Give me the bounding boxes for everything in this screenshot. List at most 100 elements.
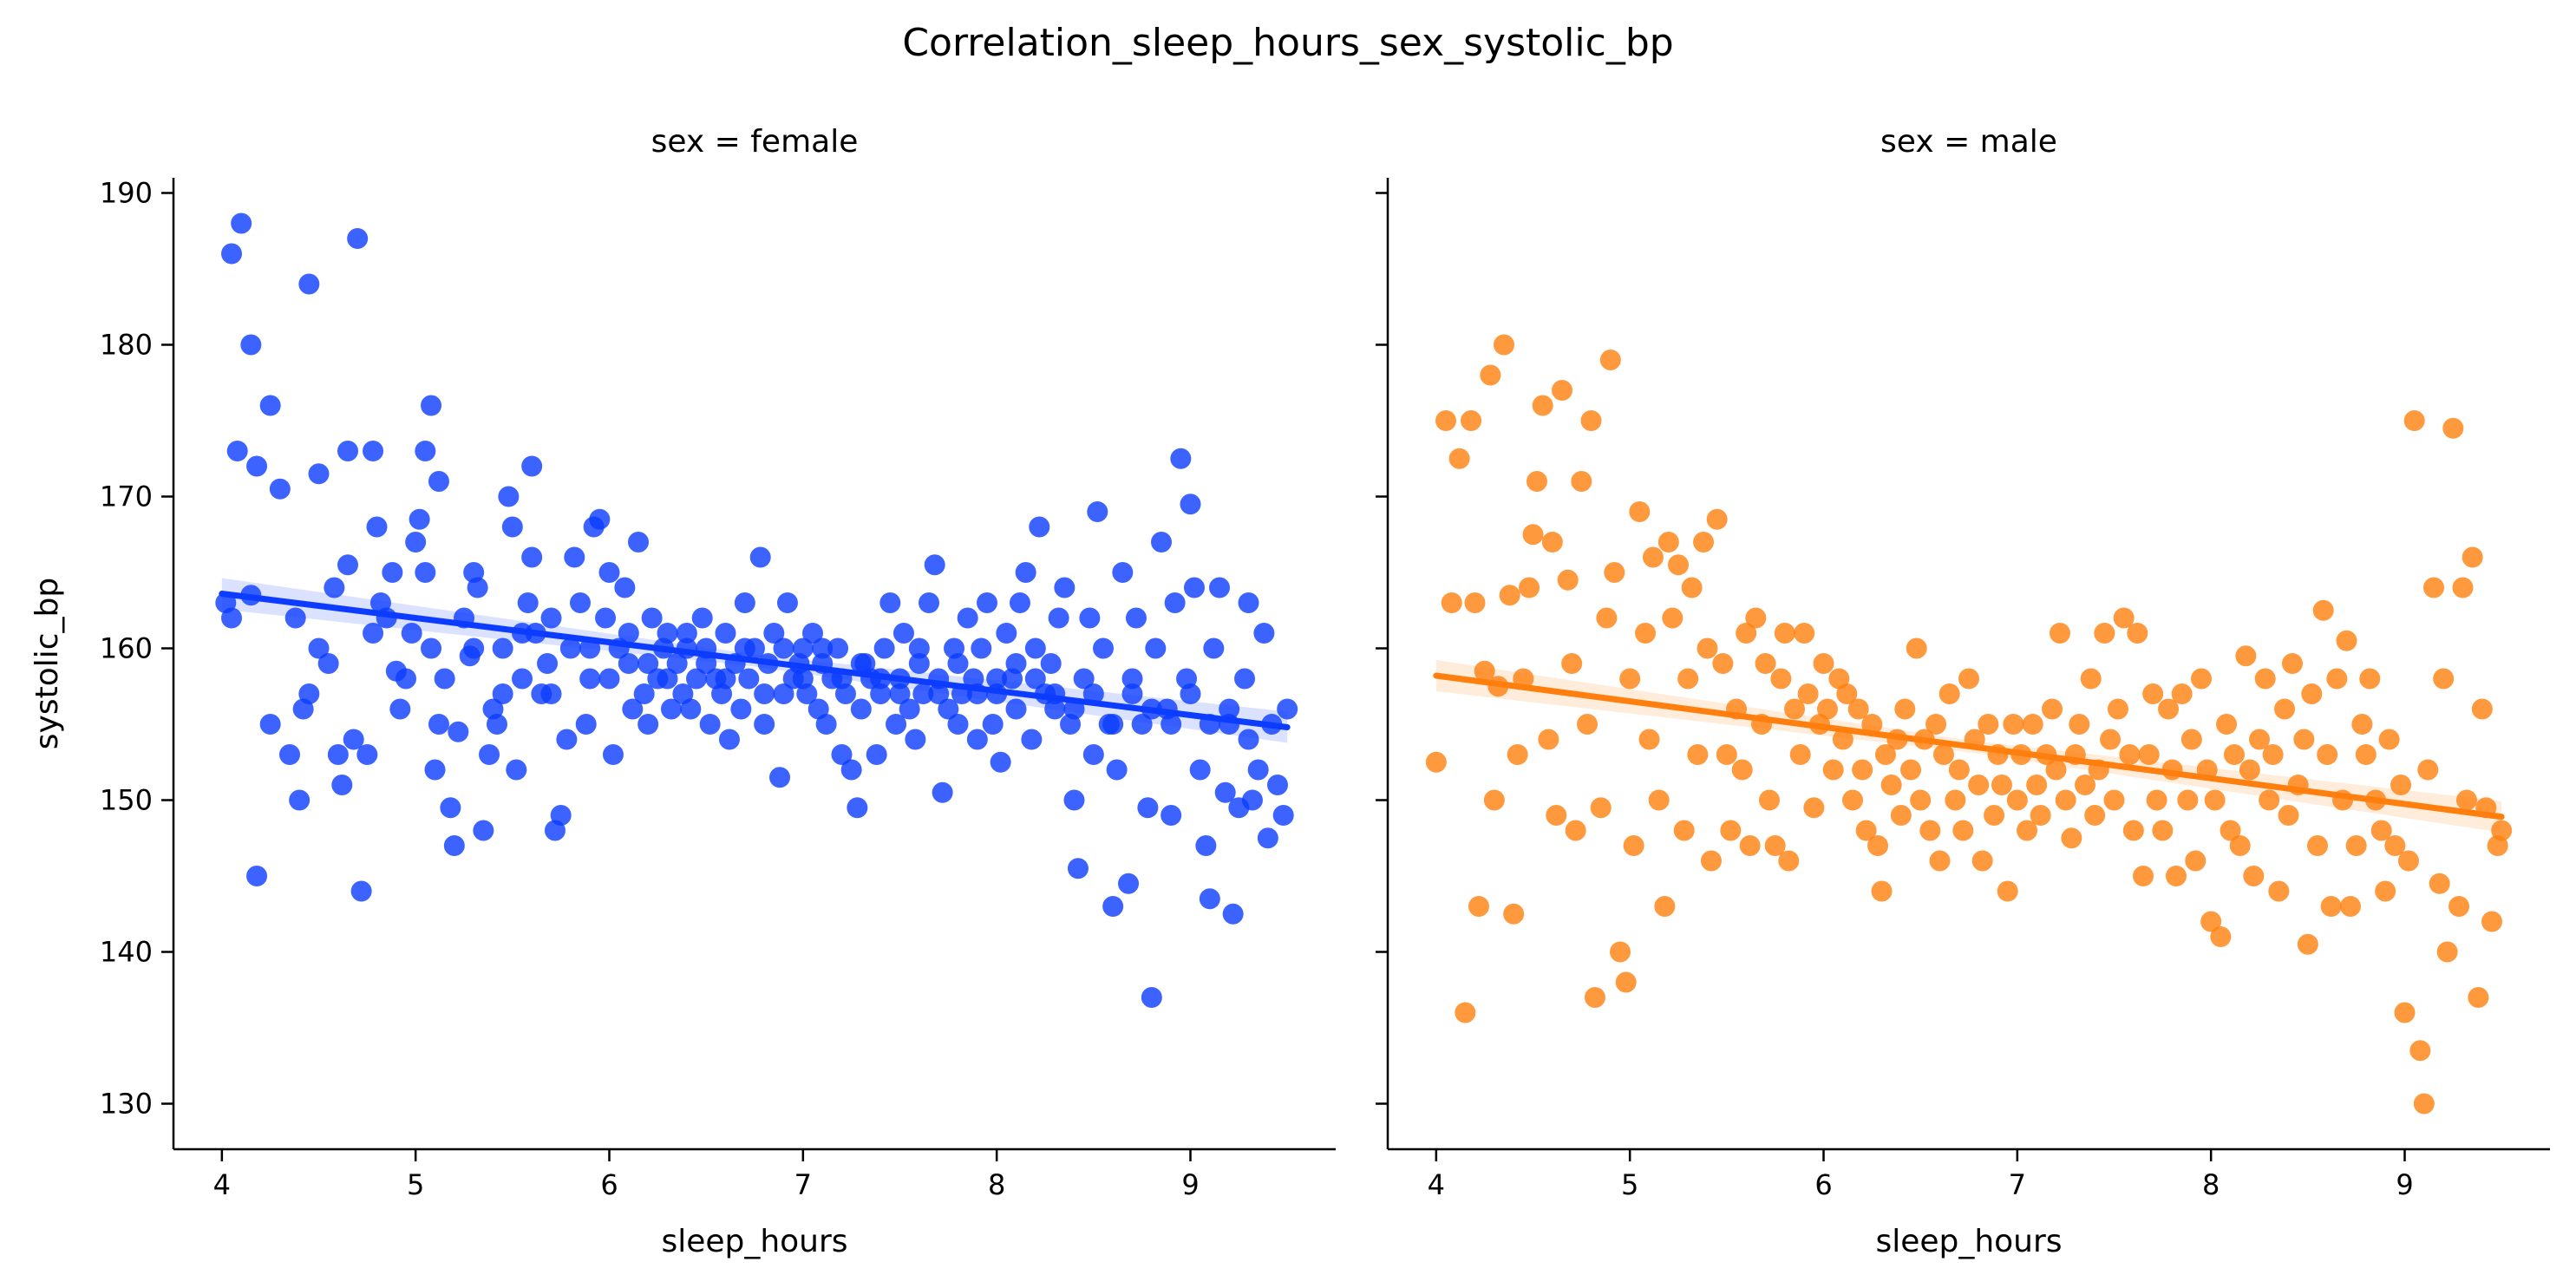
data-point: [1494, 334, 1514, 356]
data-point: [1538, 729, 1559, 750]
data-point: [1195, 835, 1217, 856]
data-point: [246, 866, 268, 886]
data-point: [1971, 850, 1993, 872]
data-point: [1919, 820, 1941, 841]
data-point: [448, 721, 469, 742]
data-point: [773, 683, 794, 704]
data-point: [1657, 532, 1679, 552]
data-point: [1015, 562, 1036, 583]
data-point: [1541, 532, 1563, 552]
data-point: [1180, 683, 1201, 704]
data-point: [2455, 789, 2477, 811]
data-point: [1867, 835, 1889, 856]
data-point: [1214, 781, 1236, 803]
data-point: [1247, 759, 1269, 781]
data-point: [971, 637, 992, 659]
data-point: [1199, 888, 1220, 910]
data-point: [1480, 364, 1501, 386]
data-point: [1648, 789, 1670, 811]
data-point: [1272, 805, 1294, 826]
data-point: [637, 653, 659, 674]
data-point: [337, 554, 358, 576]
data-point: [928, 683, 950, 704]
data-point: [2452, 577, 2474, 598]
data-point: [598, 668, 620, 690]
data-point: [754, 714, 775, 735]
data-point: [1141, 987, 1162, 1008]
data-point: [792, 637, 814, 659]
data-point: [699, 714, 721, 735]
data-point: [327, 744, 349, 765]
data-point: [1474, 660, 1495, 682]
data-point: [738, 668, 760, 690]
data-point: [1082, 744, 1104, 765]
data-point: [908, 637, 930, 659]
data-point: [734, 637, 755, 659]
data-point: [792, 668, 814, 690]
data-point: [1118, 873, 1140, 894]
data-point: [1731, 759, 1753, 781]
data-point: [2017, 820, 2037, 841]
data-point: [2204, 789, 2226, 811]
data-point: [1546, 805, 1567, 826]
data-point: [1681, 577, 1703, 598]
data-point: [284, 607, 306, 629]
data-point: [1102, 896, 1124, 917]
data-point: [1189, 759, 1211, 781]
data-point: [641, 607, 663, 629]
x-tick-label: 6: [1814, 1168, 1832, 1201]
data-point: [676, 623, 697, 644]
data-point: [2122, 820, 2144, 841]
data-point: [331, 775, 353, 795]
data-point: [1234, 668, 1256, 690]
data-point: [2055, 789, 2076, 811]
data-point: [350, 880, 372, 902]
data-point: [990, 751, 1011, 773]
data-point: [269, 478, 291, 500]
data-point: [401, 623, 422, 644]
data-point: [1654, 896, 1676, 917]
data-point: [892, 623, 914, 644]
data-point: [1455, 1002, 1476, 1023]
data-point: [763, 623, 785, 644]
data-point: [2317, 744, 2338, 765]
data-point: [1552, 380, 1572, 401]
data-point: [908, 653, 930, 674]
data-point: [1499, 585, 1520, 606]
data-point: [1571, 471, 1592, 492]
data-point: [598, 562, 620, 583]
data-point: [1939, 683, 1960, 704]
data-point: [1277, 698, 1298, 720]
data-point: [2069, 714, 2090, 735]
data-point: [1871, 880, 1893, 902]
data-point: [1764, 835, 1786, 856]
data-point: [2449, 896, 2470, 917]
data-point: [1604, 562, 1625, 583]
data-point: [2413, 1093, 2435, 1115]
data-point: [2133, 866, 2154, 886]
data-point: [2436, 941, 2458, 963]
data-point: [938, 698, 959, 720]
data-point: [982, 714, 1004, 735]
data-point: [2345, 835, 2367, 856]
data-point: [1021, 729, 1043, 750]
data-point: [889, 683, 911, 704]
data-point: [1503, 903, 1525, 925]
data-point: [2297, 933, 2318, 955]
data-point: [1984, 805, 2005, 826]
data-point: [2045, 759, 2067, 781]
data-point: [1009, 592, 1030, 613]
data-point: [579, 668, 601, 690]
data-point: [1755, 653, 1776, 674]
data-point: [2165, 866, 2187, 886]
data-point: [622, 698, 644, 720]
data-point: [1932, 744, 1954, 765]
data-point: [421, 637, 442, 659]
data-point: [1565, 820, 1586, 841]
data-point: [840, 759, 862, 781]
data-point: [1677, 668, 1699, 690]
data-point: [715, 668, 736, 690]
data-point: [633, 683, 655, 704]
data-point: [501, 516, 523, 538]
